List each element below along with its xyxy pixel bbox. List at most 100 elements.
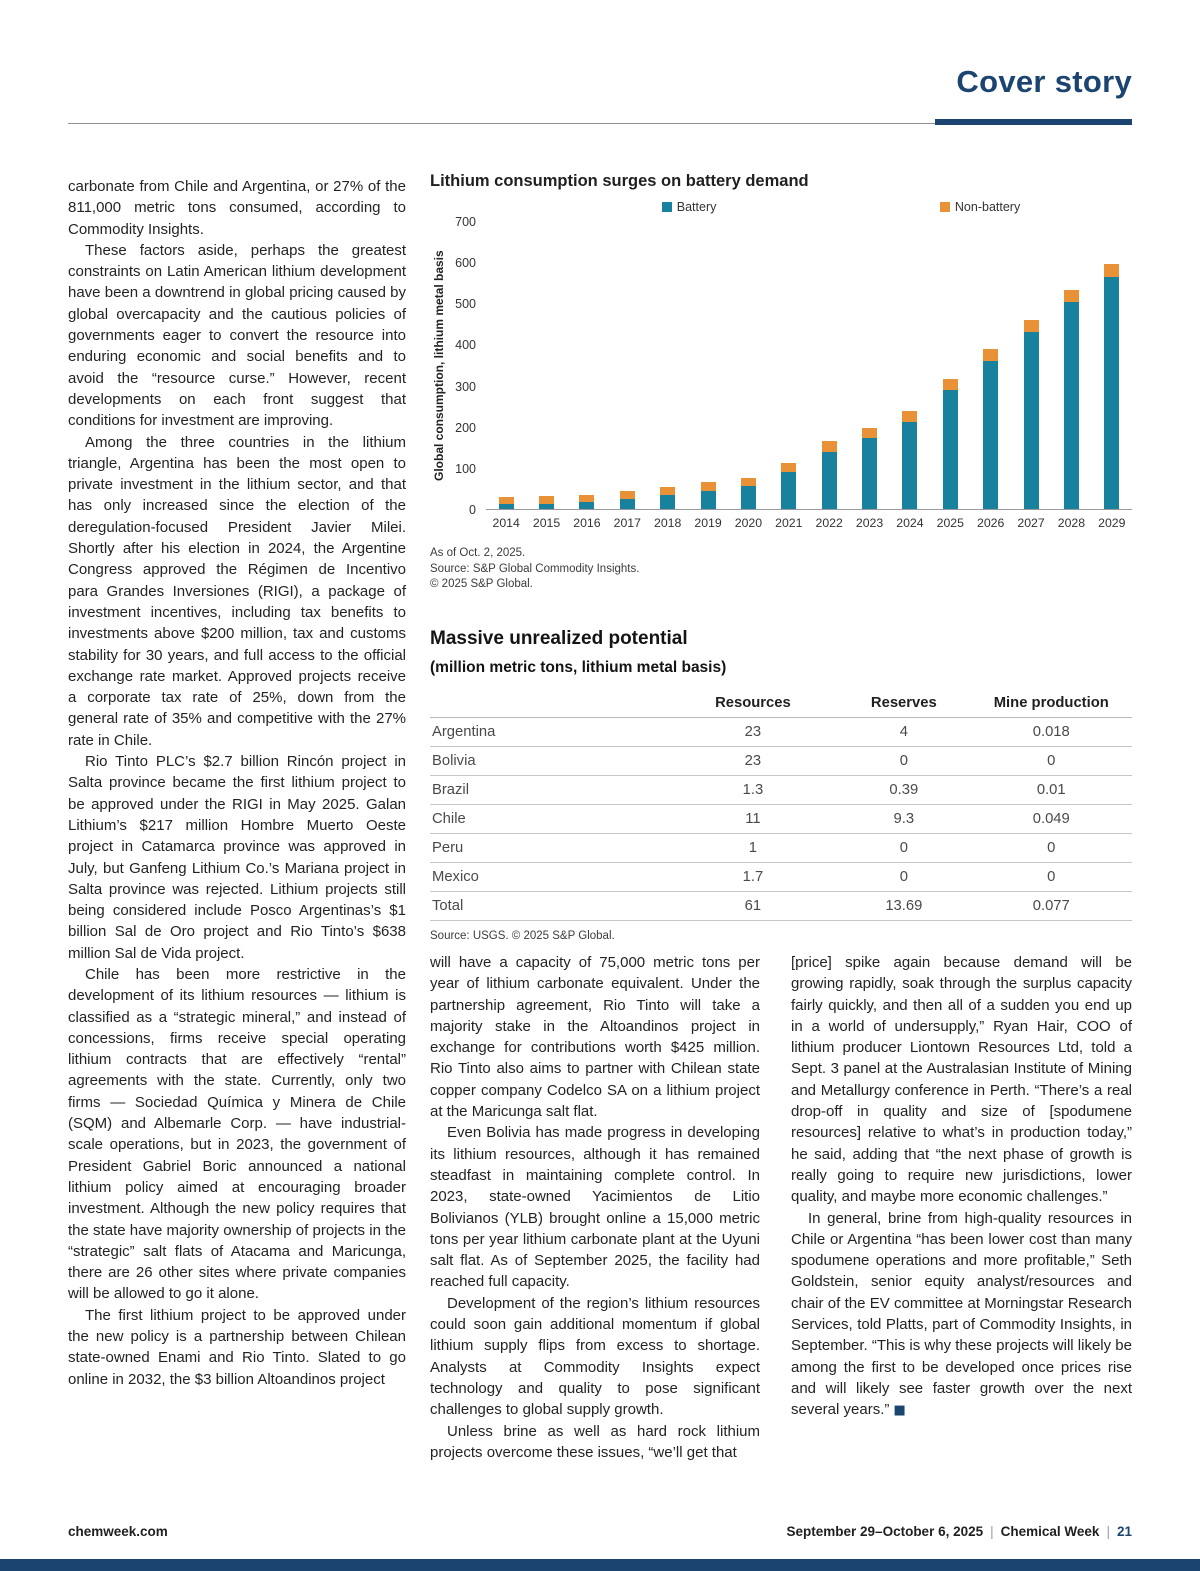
bar-segment-non-battery <box>539 496 555 504</box>
bar-slot <box>567 222 607 509</box>
chart-plot-area: Global consumption, lithium metal basis … <box>430 215 1132 517</box>
legend-label-non-battery: Non-battery <box>954 200 1021 214</box>
paragraph: carbonate from Chile and Argentina, or 2… <box>68 178 406 238</box>
bar-segment-non-battery <box>700 482 716 491</box>
bar-2015 <box>539 222 555 509</box>
table-row: Argentina 23 4 0.018 <box>430 718 1132 747</box>
bar-segment-non-battery <box>942 379 958 391</box>
cell-reserves: 0 <box>899 840 908 856</box>
bar-segment-non-battery <box>983 349 999 361</box>
x-tick-label: 2016 <box>573 516 601 530</box>
page-title: Cover story <box>956 64 1132 99</box>
bar-slot <box>890 222 930 509</box>
cell-resources: 23 <box>744 753 762 769</box>
cell-reserves: 9.3 <box>893 811 915 827</box>
table-subtitle: (million metric tons, lithium metal basi… <box>430 659 727 676</box>
bar-slot <box>971 222 1011 509</box>
chart-note-copyright: © 2025 S&P Global. <box>430 578 533 590</box>
bar-2029 <box>1104 222 1120 509</box>
bar-slot <box>526 222 566 509</box>
chart-xaxis: 2014 2015 2016 2017 2018 2019 2020 2021 2022 2023… <box>486 510 1132 530</box>
x-tick-label: 2025 <box>936 516 964 530</box>
cell-reserves: 13.69 <box>885 898 923 914</box>
bar-segment-non-battery <box>862 427 878 439</box>
y-tick-label: 0 <box>469 503 476 517</box>
bar-segment-battery <box>781 472 797 509</box>
x-tick-label: 2021 <box>775 516 803 530</box>
cell-reserves: 0 <box>899 753 908 769</box>
bar-2028 <box>1063 222 1079 509</box>
x-tick-label: 2017 <box>613 516 641 530</box>
chart-yaxis: 0 100 200 300 400 500 600 700 <box>448 215 486 517</box>
table-header-row: Resources Reserves Mine production <box>430 689 1132 718</box>
cell-resources: 61 <box>744 898 762 914</box>
x-tick-label: 2029 <box>1098 516 1126 530</box>
bar-slot <box>728 222 768 509</box>
bar-segment-non-battery <box>498 496 514 505</box>
bar-slot <box>930 222 970 509</box>
bar-segment-non-battery <box>821 441 837 452</box>
x-tick-label: 2019 <box>694 516 722 530</box>
cell-resources: 1.7 <box>742 869 764 885</box>
bar-segment-battery <box>1104 277 1120 509</box>
bar-segment-non-battery <box>619 491 635 499</box>
bar-slot <box>1092 222 1132 509</box>
x-tick-label: 2018 <box>654 516 682 530</box>
x-tick-label: 2027 <box>1017 516 1045 530</box>
bar-2021 <box>781 222 797 509</box>
bar-segment-non-battery <box>579 494 595 503</box>
footer-separator: | <box>1106 1524 1110 1539</box>
cell-reserves: 4 <box>899 724 908 740</box>
x-tick-label: 2023 <box>855 516 884 530</box>
bar-segment-non-battery <box>1023 319 1039 332</box>
bar-slot <box>688 222 728 509</box>
paragraph: These factors aside, perhaps the greates… <box>68 241 406 430</box>
cell-country: Mexico <box>432 869 479 885</box>
paragraph: [price] spike again because demand will … <box>791 954 1132 1206</box>
resources-table: Resources Reserves Mine production Argen… <box>430 689 1132 921</box>
paragraph: Rio Tinto PLC’s $2.7 billion Rincón proj… <box>68 753 406 962</box>
cell-production: 0 <box>1047 869 1056 885</box>
x-tick-label: 2014 <box>492 516 520 530</box>
cell-country: Bolivia <box>432 753 476 769</box>
paragraph: Unless brine as well as hard rock lithiu… <box>430 1422 760 1461</box>
paragraph: will have a capacity of 75,000 metric to… <box>430 954 760 1121</box>
x-tick-label: 2028 <box>1057 516 1086 530</box>
bar-2026 <box>983 222 999 509</box>
bar-2020 <box>740 222 756 509</box>
table-source: Source: USGS. © 2025 S&P Global. <box>430 930 615 942</box>
cell-reserves: 0 <box>899 869 908 885</box>
lithium-consumption-chart: Lithium consumption surges on battery de… <box>430 172 1132 593</box>
legend-item-non-battery: Non-battery <box>939 200 1021 214</box>
bar-2016 <box>579 222 595 509</box>
cell-production: 0.018 <box>1032 724 1070 740</box>
cell-reserves: 0.39 <box>889 782 919 798</box>
y-tick-label: 700 <box>455 215 476 229</box>
bar-2022 <box>821 222 837 509</box>
footer-publication: Chemical Week <box>1000 1524 1100 1539</box>
bar-segment-non-battery <box>1104 264 1120 278</box>
y-tick-label: 300 <box>455 379 476 394</box>
table-row: Bolivia 23 0 0 <box>430 747 1132 776</box>
chart-y-axis-label: Global consumption, lithium metal basis <box>432 250 446 482</box>
cell-country: Argentina <box>432 724 496 740</box>
column-header-country <box>430 689 669 718</box>
cell-country: Chile <box>432 811 466 827</box>
column-header-resources: Resources <box>715 695 791 711</box>
x-tick-label: 2020 <box>734 516 763 530</box>
table-row: Peru 1 0 0 <box>430 834 1132 863</box>
y-tick-label: 600 <box>455 256 476 271</box>
cell-production: 0 <box>1047 840 1056 856</box>
bar-segment-battery <box>539 503 555 509</box>
footer-accent-bar <box>0 1559 1200 1571</box>
legend-label-battery: Battery <box>676 200 717 214</box>
bar-segment-non-battery <box>781 463 797 473</box>
cell-country: Total <box>432 898 464 914</box>
table-row: Chile 11 9.3 0.049 <box>430 805 1132 834</box>
bar-2014 <box>498 222 514 509</box>
bar-slot <box>849 222 889 509</box>
cell-country: Brazil <box>432 782 469 798</box>
bar-2025 <box>942 222 958 509</box>
resources-table-section: Massive unrealized potential (million me… <box>430 628 1132 942</box>
